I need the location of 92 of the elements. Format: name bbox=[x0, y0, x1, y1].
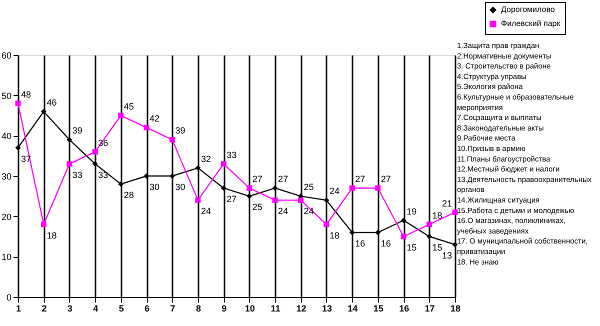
point bbox=[426, 222, 432, 228]
y-tick-label: 40 bbox=[1, 131, 12, 142]
y-tick-label: 10 bbox=[1, 252, 12, 262]
point bbox=[118, 181, 124, 187]
data-label: 18 bbox=[432, 210, 442, 220]
x-tick-label: 7 bbox=[170, 304, 176, 314]
point bbox=[144, 173, 150, 179]
data-label: 15 bbox=[406, 242, 417, 252]
data-label: 27 bbox=[226, 194, 237, 204]
x-tick-label: 5 bbox=[118, 304, 124, 314]
y-tick-label: 60 bbox=[1, 50, 12, 60]
data-label: 33 bbox=[226, 150, 237, 160]
data-label: 15 bbox=[432, 242, 442, 252]
data-label: 24 bbox=[278, 206, 288, 216]
point bbox=[220, 185, 226, 191]
data-label: 48 bbox=[21, 89, 32, 100]
data-label: 24 bbox=[200, 206, 211, 216]
data-label: 30 bbox=[175, 182, 186, 192]
point bbox=[169, 136, 175, 142]
point bbox=[40, 108, 46, 114]
point bbox=[452, 242, 458, 248]
point bbox=[40, 222, 46, 228]
y-tick-label: 30 bbox=[1, 172, 12, 182]
data-label: 28 bbox=[124, 190, 134, 200]
point bbox=[324, 222, 330, 228]
point bbox=[375, 230, 381, 236]
point bbox=[15, 145, 21, 151]
point bbox=[400, 218, 406, 224]
legend-label: Филевский парк bbox=[501, 19, 561, 28]
x-tick-label: 16 bbox=[399, 304, 410, 314]
data-label: 25 bbox=[252, 202, 262, 212]
point bbox=[118, 112, 124, 118]
x-tick-label: 10 bbox=[244, 304, 255, 314]
data-label: 39 bbox=[72, 126, 82, 136]
point bbox=[400, 234, 406, 240]
point bbox=[220, 161, 226, 167]
x-tick-label: 3 bbox=[67, 304, 72, 314]
legend-label: Дорогомилово bbox=[501, 5, 556, 14]
point bbox=[66, 161, 72, 167]
x-tick-label: 11 bbox=[270, 304, 280, 314]
data-label: 16 bbox=[380, 238, 391, 248]
point bbox=[195, 197, 201, 203]
point bbox=[298, 197, 304, 203]
x-tick-label: 8 bbox=[196, 304, 201, 314]
point bbox=[246, 185, 252, 191]
y-tick-label: 0 bbox=[6, 292, 12, 302]
data-label: 42 bbox=[150, 114, 160, 124]
point bbox=[92, 149, 98, 155]
data-label: 39 bbox=[175, 126, 186, 136]
point bbox=[144, 124, 150, 130]
point bbox=[349, 185, 355, 191]
point bbox=[452, 210, 458, 216]
data-label: 13 bbox=[442, 250, 452, 261]
point bbox=[246, 193, 252, 199]
data-label: 30 bbox=[150, 182, 160, 192]
data-label: 46 bbox=[46, 97, 57, 108]
data-label: 33 bbox=[72, 170, 82, 180]
data-label: 24 bbox=[329, 186, 340, 196]
data-label: 24 bbox=[304, 206, 314, 216]
x-tick-label: 12 bbox=[296, 304, 306, 314]
x-tick-label: 9 bbox=[222, 304, 227, 314]
x-tick-label: 14 bbox=[348, 304, 358, 314]
x-tick-label: 17 bbox=[424, 304, 435, 314]
point bbox=[272, 197, 278, 203]
y-tick-label: 50 bbox=[1, 90, 12, 101]
point bbox=[375, 185, 381, 191]
point bbox=[272, 185, 278, 191]
x-tick-label: 13 bbox=[322, 304, 332, 314]
point bbox=[92, 161, 98, 167]
point bbox=[426, 234, 432, 240]
x-tick-label: 6 bbox=[144, 304, 150, 314]
data-label: 45 bbox=[124, 102, 134, 112]
data-label: 16 bbox=[355, 238, 366, 248]
x-tick-label: 2 bbox=[42, 304, 47, 314]
x-tick-label: 4 bbox=[93, 304, 98, 314]
x-tick-label: 18 bbox=[450, 304, 461, 314]
data-label: 27 bbox=[380, 174, 391, 184]
x-tick-label: 1 bbox=[16, 304, 22, 314]
data-label: 18 bbox=[329, 230, 340, 240]
point bbox=[195, 165, 201, 171]
point bbox=[15, 100, 21, 106]
y-tick-label: 20 bbox=[1, 212, 12, 222]
data-label: 18 bbox=[46, 230, 57, 240]
data-label: 25 bbox=[304, 182, 314, 192]
data-label: 19 bbox=[406, 206, 417, 216]
data-label: 32 bbox=[200, 154, 211, 164]
x-tick-label: 15 bbox=[373, 304, 384, 314]
data-label: 21 bbox=[442, 198, 452, 208]
data-label: 27 bbox=[278, 174, 288, 184]
point bbox=[349, 230, 355, 236]
data-label: 27 bbox=[252, 174, 262, 184]
data-label: 27 bbox=[355, 174, 366, 184]
